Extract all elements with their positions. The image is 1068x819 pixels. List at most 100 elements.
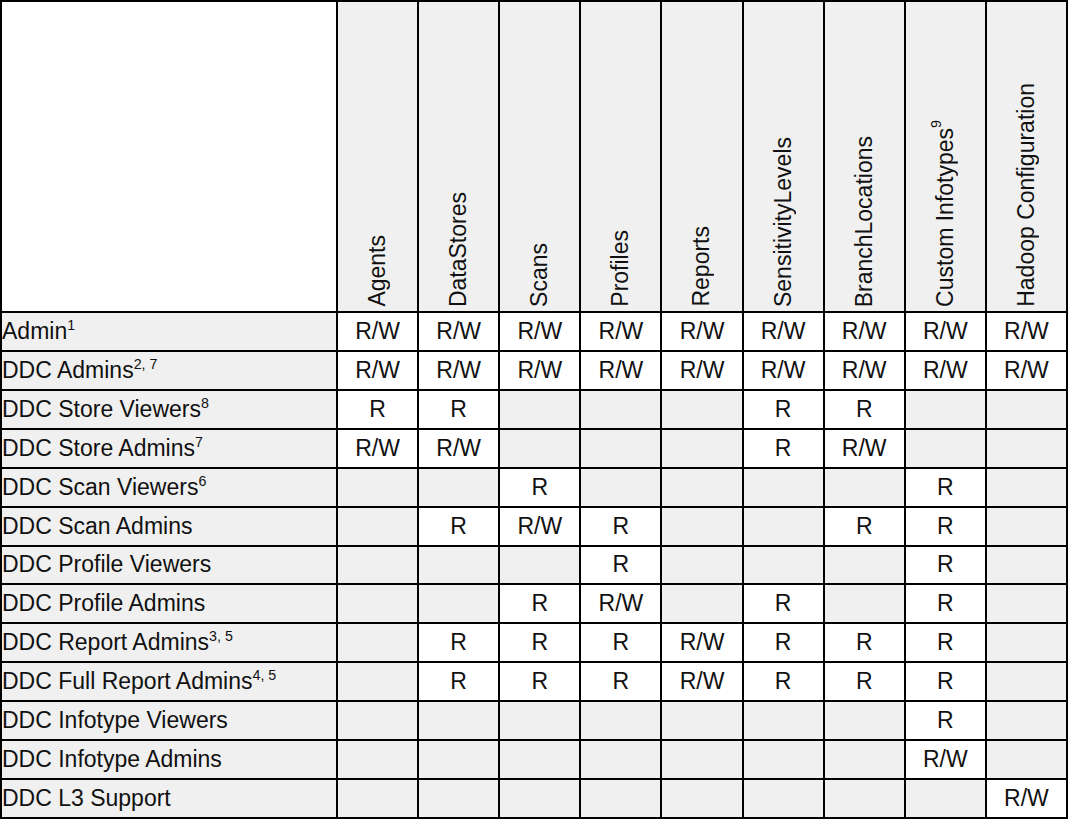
column-header-datastores: DataStores: [418, 1, 499, 312]
permission-cell: [337, 584, 418, 623]
permission-cell: R: [824, 390, 905, 429]
permission-cell: [986, 507, 1067, 546]
permission-cell: R/W: [824, 351, 905, 390]
column-header-label: Reports: [690, 226, 713, 307]
permission-cell: [905, 429, 986, 468]
permission-cell: R: [337, 390, 418, 429]
permission-cell: [743, 468, 824, 507]
permission-rows: Admin1R/WR/WR/WR/WR/WR/WR/WR/WR/WDDC Adm…: [1, 312, 1067, 818]
corner-spacer: [1, 1, 337, 312]
permission-cell: R: [905, 468, 986, 507]
column-header-custom-infotypes: Custom Infotypes9: [905, 1, 986, 312]
permission-cell: [986, 662, 1067, 701]
role-label: DDC Scan Viewers6: [1, 468, 337, 507]
permission-cell: [661, 740, 742, 779]
role-label: DDC Admins2, 7: [1, 351, 337, 390]
column-header-label: BranchLocations: [853, 136, 876, 307]
permission-cell: R: [418, 507, 499, 546]
permission-cell: [986, 623, 1067, 662]
permission-cell: R/W: [661, 312, 742, 351]
role-name: DDC L3 Support: [2, 785, 171, 811]
permission-cell: [580, 779, 661, 818]
permission-cell: [824, 546, 905, 585]
role-footnote: 3, 5: [209, 629, 233, 645]
permission-cell: [986, 429, 1067, 468]
permission-cell: [986, 701, 1067, 740]
permission-cell: [337, 468, 418, 507]
permission-cell: R: [580, 546, 661, 585]
column-label-text: SensitivityLevels: [770, 137, 796, 307]
permission-cell: [499, 779, 580, 818]
permission-cell: R/W: [743, 312, 824, 351]
permission-cell: [418, 779, 499, 818]
permission-cell: R/W: [337, 312, 418, 351]
permission-cell: [499, 429, 580, 468]
permission-cell: R/W: [499, 351, 580, 390]
role-footnote: 7: [195, 434, 203, 450]
permission-cell: R: [905, 623, 986, 662]
permission-cell: R/W: [986, 312, 1067, 351]
page: Agents DataStores Scans Profiles Reports…: [0, 0, 1068, 819]
permission-cell: [824, 468, 905, 507]
header-row: Agents DataStores Scans Profiles Reports…: [1, 1, 1067, 312]
permission-cell: [661, 584, 742, 623]
permission-cell: R/W: [418, 351, 499, 390]
column-label-text: BranchLocations: [851, 136, 877, 307]
permission-cell: [986, 546, 1067, 585]
permission-cell: R: [580, 507, 661, 546]
permission-cell: [499, 701, 580, 740]
permission-cell: [580, 390, 661, 429]
permission-cell: R/W: [580, 584, 661, 623]
table-row: DDC Admins2, 7R/WR/WR/WR/WR/WR/WR/WR/WR/…: [1, 351, 1067, 390]
permission-cell: R: [743, 662, 824, 701]
role-label: DDC L3 Support: [1, 779, 337, 818]
column-label-text: Hadoop Configuration: [1013, 83, 1039, 307]
permission-cell: R/W: [824, 429, 905, 468]
column-header-agents: Agents: [337, 1, 418, 312]
column-header-label: Scans: [528, 243, 551, 307]
permission-cell: R/W: [418, 429, 499, 468]
role-label: DDC Report Admins3, 5: [1, 623, 337, 662]
permission-cell: [824, 779, 905, 818]
permission-cell: R/W: [499, 507, 580, 546]
column-header-hadoop-configuration: Hadoop Configuration: [986, 1, 1067, 312]
permission-cell: R: [743, 390, 824, 429]
column-label-text: Scans: [526, 243, 552, 307]
permission-cell: [661, 429, 742, 468]
role-label: DDC Infotype Admins: [1, 740, 337, 779]
permission-cell: R: [580, 623, 661, 662]
column-header-branchlocations: BranchLocations: [824, 1, 905, 312]
column-header-label: Agents: [366, 235, 389, 307]
permission-cell: [661, 779, 742, 818]
permission-cell: R: [499, 468, 580, 507]
permission-cell: R: [499, 662, 580, 701]
column-label-text: Agents: [364, 235, 390, 307]
permission-cell: R: [905, 546, 986, 585]
permission-cell: R: [905, 701, 986, 740]
permission-cell: [337, 701, 418, 740]
role-name: DDC Infotype Admins: [2, 746, 222, 772]
permission-cell: R/W: [580, 312, 661, 351]
role-name: DDC Profile Admins: [2, 590, 205, 616]
permission-cell: [986, 584, 1067, 623]
role-name: DDC Report Admins: [2, 629, 209, 655]
permission-cell: R: [824, 623, 905, 662]
permission-cell: [824, 584, 905, 623]
table-row: DDC Full Report Admins4, 5RRRR/WRRR: [1, 662, 1067, 701]
column-label-text: Reports: [688, 226, 714, 307]
permission-cell: R: [418, 662, 499, 701]
table-row: DDC Store Viewers8RRRR: [1, 390, 1067, 429]
permission-cell: R: [499, 584, 580, 623]
permission-cell: R: [499, 623, 580, 662]
permission-cell: R: [743, 623, 824, 662]
role-label: DDC Store Viewers8: [1, 390, 337, 429]
table-row: DDC Report Admins3, 5RRRR/WRRR: [1, 623, 1067, 662]
permission-cell: [986, 740, 1067, 779]
column-header-label: Profiles: [609, 230, 632, 307]
permission-cell: R/W: [824, 312, 905, 351]
permission-cell: [743, 740, 824, 779]
role-label: DDC Profile Admins: [1, 584, 337, 623]
permission-cell: [580, 701, 661, 740]
table-row: DDC Scan AdminsRR/WRRR: [1, 507, 1067, 546]
role-name: Admin: [2, 318, 67, 344]
